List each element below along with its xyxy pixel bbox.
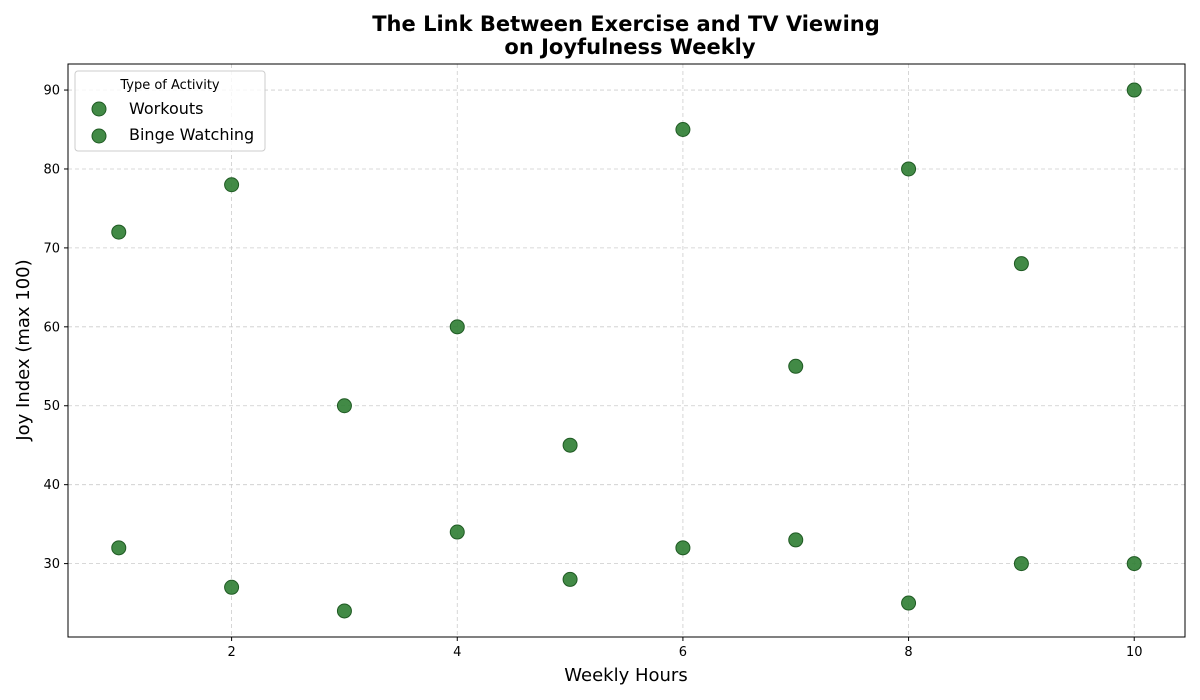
- axis-ticks: 2 4 6 8 10 30 40 50 60 70 80 90: [43, 84, 1142, 660]
- y-tick-label: 60: [43, 320, 60, 335]
- y-tick-label: 80: [43, 162, 60, 177]
- chart-title-line2: on Joyfulness Weekly: [504, 35, 755, 59]
- y-tick-label: 70: [43, 241, 60, 256]
- y-tick-label: 90: [43, 84, 60, 99]
- data-point-binge-watching: [1013, 556, 1029, 572]
- x-tick-label: 2: [227, 645, 235, 660]
- legend-label-workouts: Workouts: [129, 99, 203, 118]
- legend: Type of Activity Workouts Binge Watching: [74, 70, 266, 152]
- data-point-workouts: [901, 161, 917, 177]
- legend-marker-workouts: [91, 101, 107, 117]
- data-point-binge-watching: [336, 603, 352, 619]
- x-tick-label: 8: [904, 645, 912, 660]
- data-point-workouts: [111, 224, 127, 240]
- data-point-workouts: [562, 437, 578, 453]
- chart-title-line1: The Link Between Exercise and TV Viewing: [372, 12, 880, 36]
- data-point-binge-watching: [675, 540, 691, 556]
- legend-box: [74, 70, 266, 152]
- x-tick-label: 10: [1126, 645, 1143, 660]
- data-point-binge-watching: [562, 571, 578, 587]
- data-point-workouts: [224, 177, 240, 193]
- y-axis-label: Joy Index (max 100): [13, 259, 34, 441]
- data-point-binge-watching: [1126, 556, 1142, 572]
- data-point-binge-watching: [449, 524, 465, 540]
- plot-area: [67, 63, 1186, 638]
- data-point-binge-watching: [788, 532, 804, 548]
- data-point-workouts: [675, 122, 691, 138]
- data-point-workouts: [1126, 82, 1142, 98]
- data-point-binge-watching: [901, 595, 917, 611]
- legend-marker-binge-watching: [91, 128, 107, 144]
- legend-title: Type of Activity: [119, 78, 220, 93]
- data-point-workouts: [1013, 256, 1029, 272]
- y-tick-label: 50: [43, 399, 60, 414]
- y-tick-label: 30: [43, 557, 60, 572]
- x-axis-label: Weekly Hours: [564, 665, 687, 686]
- x-tick-label: 4: [453, 645, 461, 660]
- data-point-workouts: [336, 398, 352, 414]
- data-points: [111, 82, 1142, 619]
- data-point-workouts: [449, 319, 465, 335]
- x-tick-label: 6: [679, 645, 687, 660]
- data-point-workouts: [788, 358, 804, 374]
- data-point-binge-watching: [111, 540, 127, 556]
- legend-label-binge-watching: Binge Watching: [129, 125, 254, 144]
- data-point-binge-watching: [224, 579, 240, 595]
- y-tick-label: 40: [43, 478, 60, 493]
